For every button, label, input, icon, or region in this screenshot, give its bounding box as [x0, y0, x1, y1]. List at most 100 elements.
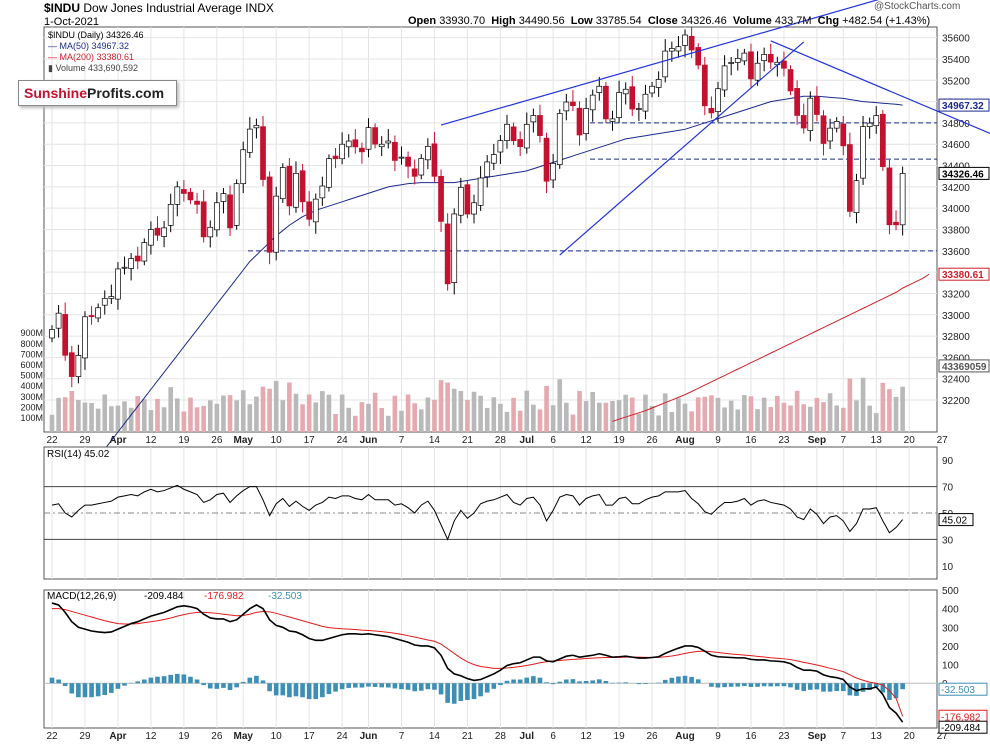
candle-up	[807, 97, 814, 131]
macd-hist-bar	[873, 683, 879, 687]
volume-bar	[372, 392, 378, 432]
macd-tick-label: 200	[942, 642, 959, 653]
candle-down	[134, 255, 141, 262]
macd-hist-bar	[188, 676, 193, 684]
candle-up	[873, 115, 880, 127]
credit[interactable]: @StockCharts.com	[874, 1, 961, 12]
candle-up	[451, 213, 458, 283]
macd-hist-bar	[49, 677, 55, 684]
volume-bar	[498, 403, 503, 432]
volume-bar	[254, 396, 259, 432]
price-tag-label: 34326.46	[942, 169, 984, 180]
macd-hist-bar	[893, 683, 899, 699]
candle-up	[675, 46, 682, 52]
macd-hist-bar	[682, 675, 688, 684]
exchange: INDX	[245, 1, 274, 15]
volume-bar	[610, 401, 615, 432]
volume-bar	[69, 391, 75, 432]
candle-up	[174, 186, 181, 205]
volume-bar	[643, 394, 648, 432]
candle-down	[200, 201, 207, 238]
volume-bar	[359, 402, 365, 432]
macd-hist-bar	[234, 683, 239, 688]
candle-up	[715, 88, 721, 112]
macd-hist-bar	[616, 682, 622, 684]
rsi-line	[51, 484, 904, 541]
x-tick-label: 27	[937, 435, 949, 446]
volume-bar	[82, 402, 88, 432]
index-name: Dow Jones Industrial Average	[83, 1, 242, 15]
volume-bar	[306, 394, 312, 432]
macd-tick-label: 400	[942, 605, 959, 616]
macd-hist-bar	[742, 683, 747, 687]
volume-bar	[742, 395, 747, 432]
candle-up	[213, 202, 220, 231]
volume-bar	[590, 391, 596, 432]
rsi-tick-label: 30	[942, 535, 954, 546]
volume-bar	[544, 385, 549, 432]
candle-up	[425, 146, 431, 161]
volume-bar	[142, 399, 147, 432]
x-tick-label: 22	[46, 435, 58, 446]
candle-up	[761, 54, 768, 62]
volume-bar	[432, 399, 437, 432]
candle-up	[141, 242, 148, 262]
volume-bar	[148, 410, 154, 432]
candle-up	[365, 127, 372, 150]
y-tick-label: 33600	[942, 247, 970, 258]
candle-down	[464, 184, 471, 215]
macd-tag-label: -209.484	[941, 723, 981, 734]
volume-bar	[854, 400, 859, 432]
macd-hist-bar	[293, 683, 299, 697]
candle-down	[820, 115, 827, 144]
volume-bar	[577, 391, 582, 432]
volume-bar	[847, 378, 853, 432]
volume-bar	[221, 395, 226, 432]
x-tick-label: Sep	[808, 435, 826, 446]
volume-bar	[267, 388, 272, 432]
rsi-tag-box	[938, 513, 974, 527]
volume-bar	[188, 397, 193, 432]
macd-hist-bar	[840, 683, 846, 692]
macd-hist-bar	[214, 683, 220, 689]
volume-bar	[583, 401, 589, 432]
candle-up	[523, 124, 530, 149]
trend-line	[440, 0, 880, 126]
macd-tick-label: 100	[942, 661, 959, 672]
volume-bar	[814, 397, 820, 432]
candle-up	[101, 298, 108, 306]
macd-hist-bar	[735, 683, 741, 687]
candle-up	[345, 140, 352, 148]
candle-down	[879, 113, 886, 167]
candle-up	[563, 101, 570, 112]
trend-line	[559, 41, 805, 256]
candle-down	[510, 126, 517, 142]
macd-hist-bar	[656, 682, 661, 684]
macd-hist-bar	[662, 679, 668, 684]
volume-bar	[161, 407, 167, 432]
rsi-tick-label: 70	[942, 483, 954, 494]
candle-up	[655, 79, 662, 88]
x-tick-label: Jun	[360, 435, 378, 446]
volume-bar	[656, 415, 661, 432]
macd-panel: 22 29 Apr 12 19 26 May 10 17 24 Jun 7 14 21 28 Jul 6 12 19…	[43, 586, 988, 742]
x-tick-label: 13	[871, 731, 883, 742]
candle-down	[603, 85, 609, 120]
volume-bar	[115, 405, 121, 432]
x-tick-label: 27	[937, 731, 949, 742]
macd-hist-bar	[280, 683, 286, 696]
macd-hist-bar	[353, 683, 358, 688]
macd-hist-bar	[359, 683, 365, 688]
macd-hist-bar	[392, 683, 398, 689]
macd-hist-bar	[775, 683, 780, 687]
volume-bar	[471, 391, 477, 432]
x-tick-label: 14	[429, 731, 441, 742]
candle-up	[477, 177, 484, 206]
candle-up	[273, 195, 280, 253]
macd-hist-bar	[900, 683, 905, 690]
volume-bar	[109, 406, 114, 432]
macd-legend-name: MACD(12,26,9)	[47, 591, 116, 602]
y-tick-label: 35200	[942, 76, 970, 87]
macd-hist-bar	[432, 683, 437, 690]
x-tick-label: 26	[646, 435, 658, 446]
